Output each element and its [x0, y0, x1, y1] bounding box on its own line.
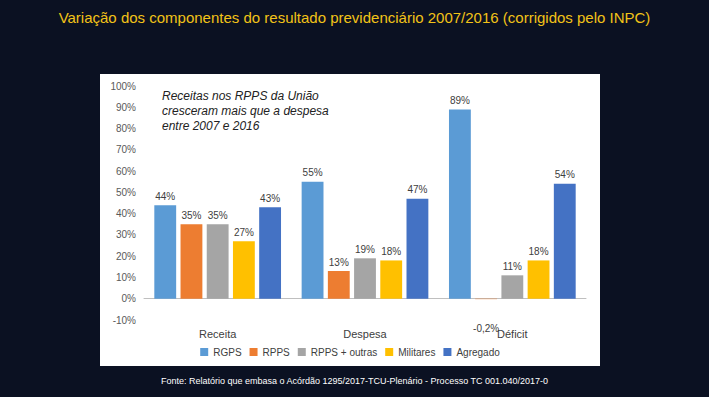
svg-text:entre 2007 e 2016: entre 2007 e 2016: [162, 119, 260, 133]
svg-text:43%: 43%: [260, 193, 280, 204]
svg-text:Receita: Receita: [199, 328, 237, 340]
svg-text:Despesa: Despesa: [343, 328, 387, 340]
svg-text:60%: 60%: [116, 166, 136, 177]
svg-text:19%: 19%: [355, 244, 375, 255]
svg-text:10%: 10%: [116, 272, 136, 283]
svg-text:89%: 89%: [450, 95, 470, 106]
svg-text:47%: 47%: [407, 184, 427, 195]
svg-text:13%: 13%: [329, 257, 349, 268]
svg-text:35%: 35%: [208, 210, 228, 221]
svg-text:RPPS: RPPS: [263, 347, 291, 358]
svg-text:-0,2%: -0,2%: [473, 323, 499, 334]
svg-text:54%: 54%: [555, 169, 575, 180]
svg-text:35%: 35%: [181, 210, 201, 221]
svg-text:0%: 0%: [122, 293, 137, 304]
svg-text:Receitas nos RPPS da União: Receitas nos RPPS da União: [162, 89, 322, 103]
svg-text:Agregado: Agregado: [456, 347, 500, 358]
svg-text:Déficit: Déficit: [497, 328, 528, 340]
svg-text:RGPS: RGPS: [213, 347, 242, 358]
svg-text:40%: 40%: [116, 208, 136, 219]
svg-text:Militares: Militares: [398, 347, 435, 358]
svg-text:70%: 70%: [116, 144, 136, 155]
svg-text:18%: 18%: [381, 246, 401, 257]
html-text:Variação dos componentes do re: Variação dos componentes do resultado pr…: [58, 9, 651, 26]
svg-text:55%: 55%: [303, 167, 323, 178]
svg-text:100%: 100%: [110, 81, 136, 92]
svg-text:27%: 27%: [234, 227, 254, 238]
svg-text:-10%: -10%: [113, 315, 136, 326]
svg-text:cresceram mais que a despesa: cresceram mais que a despesa: [162, 104, 332, 118]
svg-text:44%: 44%: [155, 191, 175, 202]
svg-text:30%: 30%: [116, 229, 136, 240]
svg-text:80%: 80%: [116, 123, 136, 134]
svg-text:20%: 20%: [116, 251, 136, 262]
svg-text:50%: 50%: [116, 187, 136, 198]
svg-text:18%: 18%: [529, 246, 549, 257]
svg-text:90%: 90%: [116, 102, 136, 113]
svg-text:RPPS + outras: RPPS + outras: [311, 347, 377, 358]
html-text:Fonte: Relatório que embasa o: Fonte: Relatório que embasa o Acórdão 12…: [161, 376, 548, 386]
svg-text:11%: 11%: [503, 261, 522, 272]
